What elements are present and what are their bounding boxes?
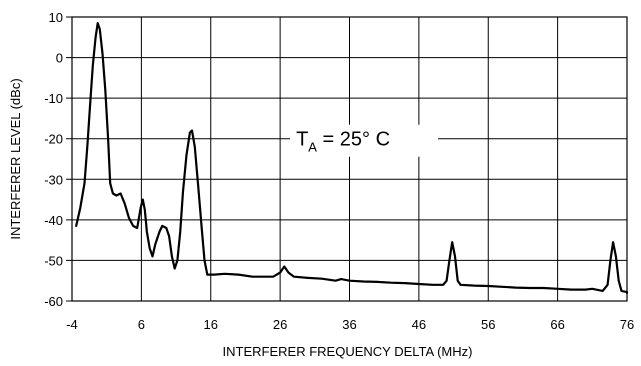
x-tick-label: 56 — [481, 317, 495, 332]
grid-lines — [66, 16, 628, 302]
x-tick-label: 16 — [204, 317, 218, 332]
x-tick-labels: -4 6 16 26 36 46 56 66 76 — [66, 317, 634, 332]
y-tick-labels: 10 0 -10 -20 -30 -40 -50 -60 — [44, 10, 63, 309]
y-tick-label: -10 — [44, 91, 63, 106]
x-tick-label: 46 — [412, 317, 426, 332]
y-tick-label: 10 — [49, 10, 63, 25]
y-axis-label: INTERFERER LEVEL (dBc) — [8, 78, 23, 239]
temperature-annotation: TA = 25° C — [290, 124, 439, 157]
y-tick-label: -50 — [44, 253, 63, 268]
series-line — [75, 22, 629, 294]
x-tick-label: 76 — [620, 317, 634, 332]
x-tick-label: 6 — [138, 317, 145, 332]
annotation-rest: = 25° C — [317, 129, 390, 151]
plot-frame — [71, 16, 628, 302]
y-tick-label: -60 — [44, 294, 63, 309]
annotation-subscript: A — [308, 140, 317, 155]
x-tick-label: 66 — [550, 317, 564, 332]
x-tick-label: 26 — [273, 317, 287, 332]
x-axis-label: INTERFERER FREQUENCY DELTA (MHz) — [223, 344, 473, 359]
y-tick-label: -30 — [44, 172, 63, 187]
annotation-main: T — [296, 129, 308, 151]
y-tick-label: 0 — [56, 51, 63, 66]
y-tick-label: -40 — [44, 213, 63, 228]
y-tick-label: -20 — [44, 132, 63, 147]
annotation-label: TA = 25° C — [296, 129, 390, 155]
annotation-background — [290, 124, 439, 157]
x-tick-label: -4 — [66, 317, 78, 332]
x-tick-label: 36 — [342, 317, 356, 332]
